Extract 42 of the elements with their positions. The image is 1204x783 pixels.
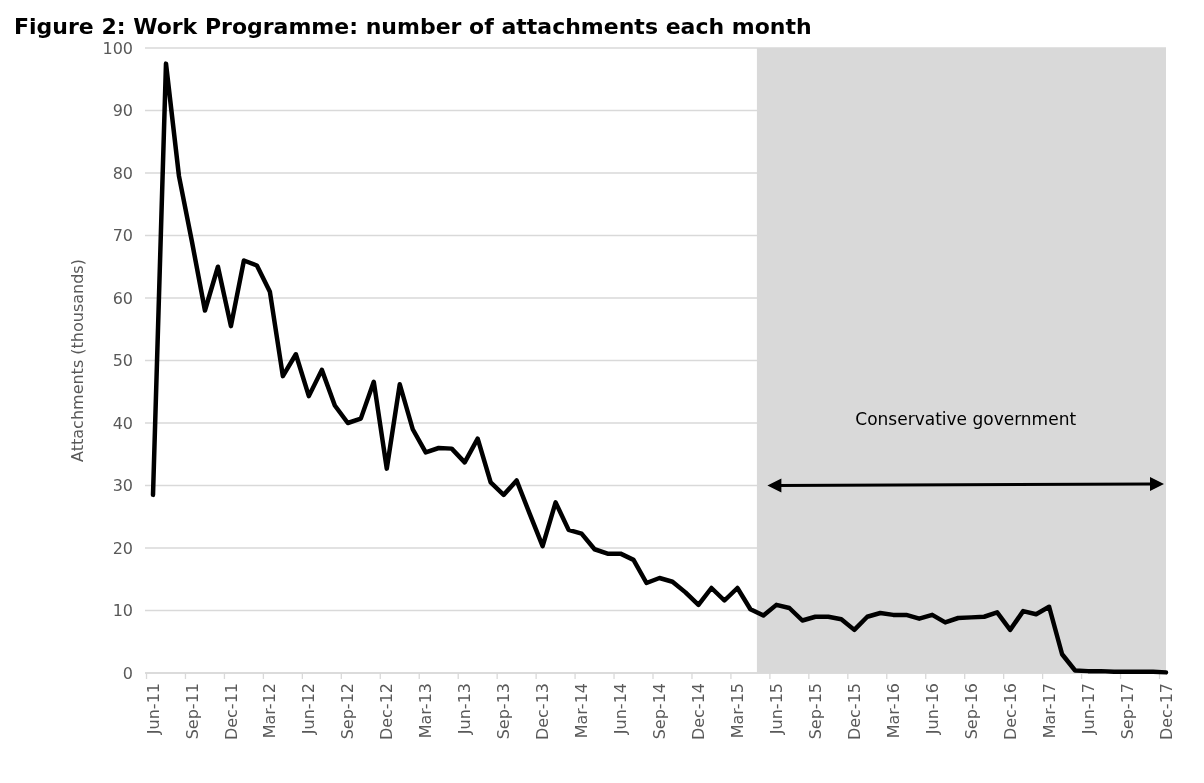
x-tick-label: Sep-14 [650,683,670,740]
y-tick-label: 10 [112,601,133,621]
x-tick-label: Dec-16 [1000,683,1020,741]
x-tick-label: Jun-12 [299,683,319,736]
x-tick-label: Sep-11 [182,683,202,740]
x-tick-label: Jun-11 [143,683,163,736]
x-tick-label: Dec-14 [689,683,709,741]
line-series [150,61,1169,675]
x-tick-label: Sep-13 [494,683,514,740]
x-tick-label: Jun-15 [766,683,786,736]
x-tick-label: Sep-15 [805,683,825,740]
x-tick-label: Mar-16 [883,683,903,739]
x-tick-label: Dec-11 [221,683,241,741]
x-tick-label: Dec-17 [1156,683,1176,741]
y-tick-label: 60 [112,288,133,308]
y-tick-label: 30 [112,476,133,496]
x-tick-label: Sep-12 [338,683,358,740]
y-tick-label: 0 [122,663,133,683]
y-axis-title: Attachments (thousands) [68,259,87,462]
y-tick-label: 40 [112,413,133,433]
annotation: Conservative government [855,409,1077,430]
x-tick-label: Jun-16 [922,683,942,736]
y-tick-label: 90 [112,101,133,121]
x-tick-label: Sep-17 [1117,683,1137,740]
y-tick-label: 70 [112,226,133,246]
x-tick-label: Dec-12 [377,683,397,741]
x-tick-label: Jun-17 [1078,683,1098,736]
x-tick-label: Sep-16 [961,683,981,740]
y-tick-label: 50 [112,351,133,371]
x-tick-label: Dec-13 [533,683,553,741]
x-tick-label: Mar-17 [1039,683,1059,739]
x-tick-label: Jun-13 [455,683,475,736]
x-tick-label: Mar-15 [728,683,748,739]
x-tick-label: Jun-14 [611,683,631,736]
x-tick-label: Mar-12 [260,683,280,739]
x-tick-label: Mar-13 [416,683,436,739]
x-tick-label: Dec-15 [844,683,864,741]
x-tick-label: Mar-14 [572,683,592,739]
y-tick-label: 20 [112,538,133,558]
chart-title: Figure 2: Work Programme: number of attachments each month [14,14,812,39]
y-tick-label: 100 [102,38,133,58]
y-tick-label: 80 [112,163,133,183]
